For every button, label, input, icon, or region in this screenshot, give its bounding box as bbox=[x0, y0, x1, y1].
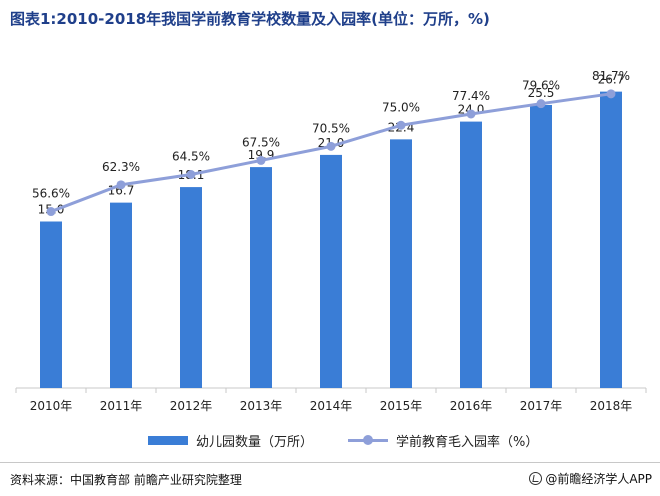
line-point bbox=[186, 169, 196, 179]
line-value-label: 75.0% bbox=[382, 100, 420, 114]
x-tick-label: 2010年 bbox=[30, 399, 73, 413]
x-tick-label: 2013年 bbox=[240, 399, 283, 413]
line-point bbox=[326, 141, 336, 151]
source-footer: 资料来源：中国教育部 前瞻产业研究院整理 @前瞻经济学人APP bbox=[0, 462, 660, 496]
line-value-label: 64.5% bbox=[172, 149, 210, 163]
combo-chart: 15.02010年16.72011年18.12012年19.92013年21.0… bbox=[15, 69, 647, 413]
source-text: 资料来源：中国教育部 前瞻产业研究院整理 bbox=[10, 473, 242, 487]
legend-bar-label: 幼儿园数量（万所） bbox=[196, 434, 314, 450]
bar bbox=[390, 139, 412, 388]
line-point bbox=[606, 89, 616, 99]
brand-credit: @前瞻经济学人APP bbox=[529, 470, 652, 487]
bar bbox=[460, 121, 482, 388]
bar bbox=[250, 167, 272, 388]
bar bbox=[320, 154, 342, 388]
line-point bbox=[466, 109, 476, 119]
line-value-label: 62.3% bbox=[102, 160, 140, 174]
bar bbox=[40, 221, 62, 388]
line-value-label: 77.4% bbox=[452, 89, 490, 103]
bar bbox=[110, 202, 132, 388]
bar bbox=[600, 91, 622, 388]
line-point bbox=[536, 99, 546, 109]
brand-text: @前瞻经济学人APP bbox=[545, 472, 652, 486]
line-point bbox=[46, 207, 56, 217]
legend-item-bar: 幼儿园数量（万所） bbox=[148, 430, 313, 450]
line-value-label: 70.5% bbox=[312, 121, 350, 135]
line-point bbox=[256, 155, 266, 165]
qianzhan-logo-icon bbox=[529, 472, 543, 485]
legend-bar-swatch bbox=[148, 435, 188, 445]
chart-title: 图表1:2010-2018年我国学前教育学校数量及入园率(单位：万所，%) bbox=[10, 10, 490, 28]
bar bbox=[530, 104, 552, 388]
line-value-label: 79.6% bbox=[522, 79, 560, 93]
bar bbox=[180, 187, 202, 388]
bar-value-label: 25.5 bbox=[528, 86, 555, 100]
x-tick-label: 2016年 bbox=[450, 399, 493, 413]
x-tick-label: 2017年 bbox=[520, 399, 563, 413]
legend-line-swatch bbox=[348, 434, 388, 446]
legend-line-label: 学前教育毛入园率（%） bbox=[396, 434, 539, 450]
line-point bbox=[396, 120, 406, 130]
chart-legend: 幼儿园数量（万所） 学前教育毛入园率（%） bbox=[0, 430, 660, 450]
x-tick-label: 2014年 bbox=[310, 399, 353, 413]
x-tick-label: 2018年 bbox=[590, 399, 633, 413]
bar-value-label: 26.7 bbox=[598, 73, 625, 87]
line-value-label: 67.5% bbox=[242, 135, 280, 149]
legend-item-line: 学前教育毛入园率（%） bbox=[348, 430, 538, 450]
line-value-label: 56.6% bbox=[32, 187, 70, 201]
line-value-label: 81.7% bbox=[592, 69, 630, 83]
x-tick-label: 2015年 bbox=[380, 399, 423, 413]
x-tick-label: 2011年 bbox=[100, 399, 143, 413]
line-point bbox=[116, 180, 126, 190]
x-tick-label: 2012年 bbox=[170, 399, 213, 413]
